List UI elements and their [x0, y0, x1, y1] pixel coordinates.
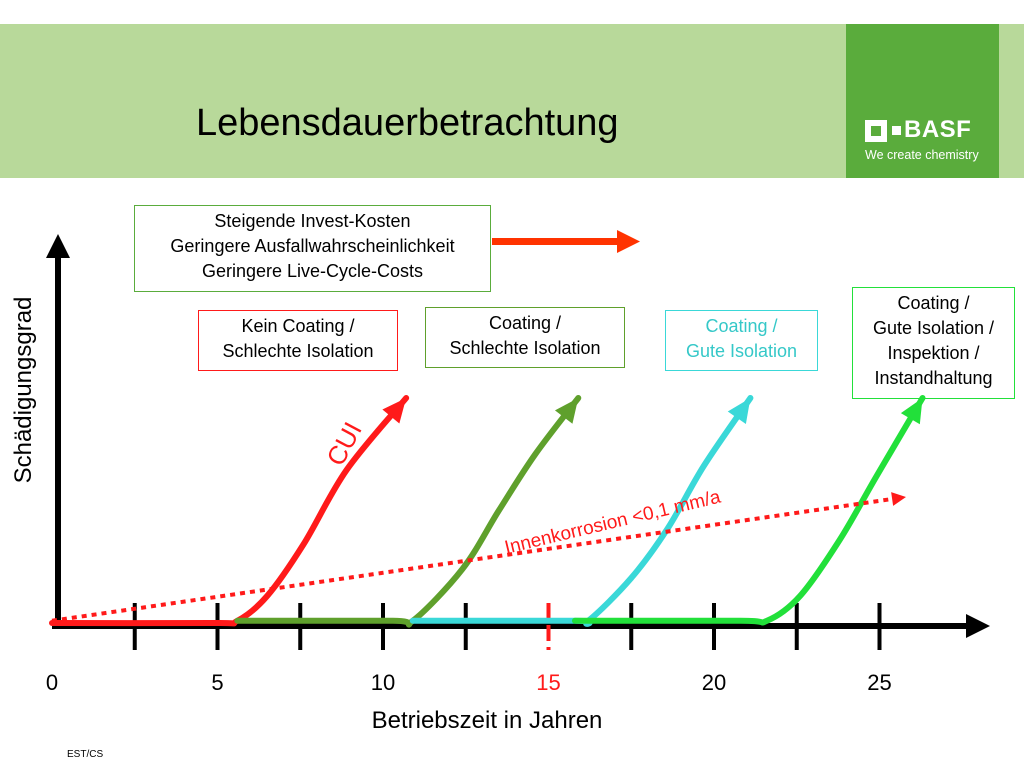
- x-tick-label: 10: [371, 670, 395, 695]
- scenario-box-coating-inspection: Coating / Gute Isolation / Inspektion / …: [852, 287, 1015, 399]
- x-axis-arrow-icon: [966, 614, 990, 638]
- series-arrowhead-1: [382, 398, 407, 424]
- scenario-box-line: Inspektion /: [887, 343, 980, 363]
- logo-tagline: We create chemistry: [865, 148, 979, 162]
- scenario-box-coating-good-insulation: Coating / Gute Isolation: [665, 310, 818, 371]
- scenario-box-line: Coating /: [897, 293, 970, 313]
- x-tick-label: 5: [211, 670, 223, 695]
- scenario-box-line: Schlechte Isolation: [222, 341, 374, 361]
- x-tick-label: 15: [536, 670, 560, 695]
- scenario-box-no-coating: Kein Coating / Schlechte Isolation: [198, 310, 398, 371]
- page-title: Lebensdauerbetrachtung: [196, 102, 619, 144]
- internal-corrosion-label: Innenkorrosion <0,1 mm/a: [503, 487, 723, 559]
- internal-corrosion-arrowhead-icon: [891, 492, 906, 506]
- scenario-box-line: Instandhaltung: [874, 368, 993, 388]
- x-axis-label: Betriebszeit in Jahren: [372, 707, 603, 734]
- basf-logo-square-icon: [865, 120, 887, 142]
- x-tick-label: 25: [867, 670, 891, 695]
- info-box-line: Geringere Live-Cycle-Costs: [201, 261, 424, 281]
- x-tick-label: 0: [46, 670, 58, 695]
- scenario-box-line: Gute Isolation: [685, 341, 798, 361]
- scenario-box-line: Coating /: [705, 316, 778, 336]
- scenario-box-coating-bad-insulation: Coating / Schlechte Isolation: [425, 307, 625, 368]
- basf-logo-dot-icon: [892, 126, 901, 135]
- series-line-1: [49, 395, 410, 627]
- info-box: Steigende Invest-Kosten Geringere Ausfal…: [134, 205, 491, 292]
- scenario-box-line: Gute Isolation /: [872, 318, 995, 338]
- y-axis-label: Schädigungsgrad: [10, 297, 37, 484]
- internal-corrosion-line: [51, 497, 893, 623]
- series-line-4: [571, 395, 926, 626]
- scenario-box-line: Coating /: [488, 313, 562, 333]
- series-line-3: [409, 395, 754, 627]
- logo-text: BASF: [904, 116, 972, 143]
- series-arrowhead-2: [554, 398, 579, 424]
- y-axis-arrow-icon: [46, 234, 70, 258]
- info-box-line: Geringere Ausfallwahrscheinlichkeit: [170, 236, 455, 256]
- cui-annotation: CUI: [320, 417, 368, 471]
- scenario-box-line: Schlechte Isolation: [449, 338, 601, 358]
- series-line-2: [234, 395, 582, 628]
- basf-logo: BASF We create chemistry: [846, 24, 999, 178]
- x-tick-label: 20: [702, 670, 726, 695]
- series-arrowhead-3: [727, 398, 751, 425]
- footer-code: EST/CS: [67, 749, 104, 760]
- info-box-line: Steigende Invest-Kosten: [214, 211, 411, 231]
- info-arrow-icon: [492, 230, 640, 253]
- scenario-box-line: Kein Coating /: [241, 316, 355, 336]
- series-arrowhead-4: [900, 398, 923, 425]
